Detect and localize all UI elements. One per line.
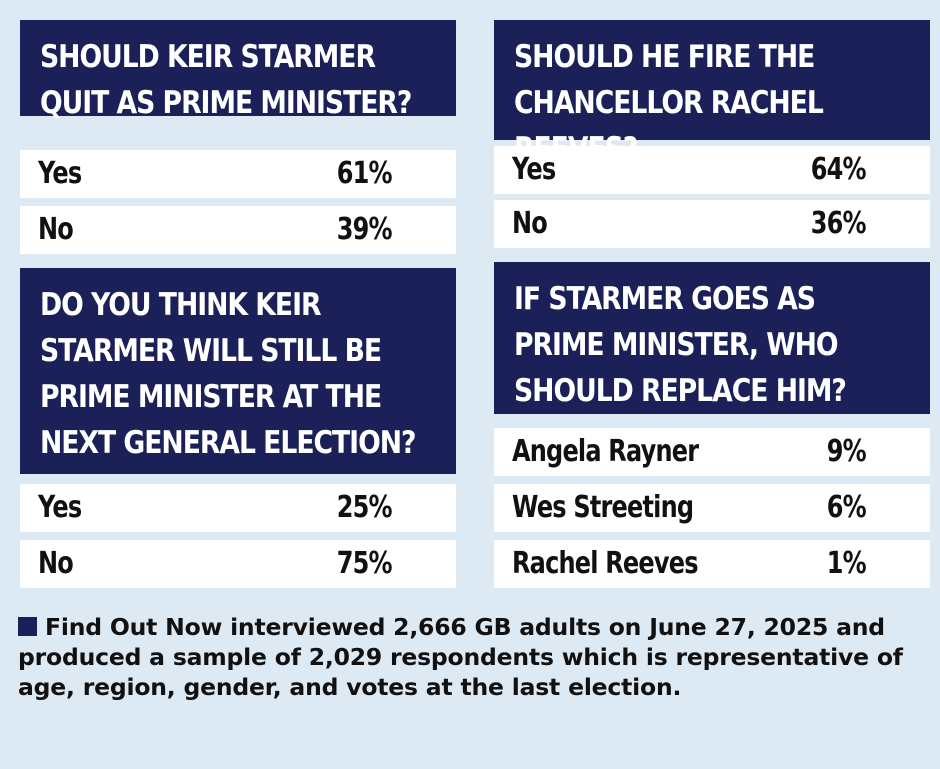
question-box: DO YOU THINK KEIR STARMER WILL STILL BE … [20,268,456,474]
answer-label: Rachel Reeves [512,546,699,581]
answer-label: Yes [38,156,82,191]
answer-label: No [38,546,74,581]
question-text: IF STARMER GOES AS PRIME MINISTER, WHO S… [514,281,847,409]
question-text: SHOULD HE FIRE THE CHANCELLOR RACHEL REE… [514,39,824,167]
answer-label: No [512,206,548,241]
answer-row-reeves: Rachel Reeves 1% [494,540,930,588]
answer-value: 64% [810,152,867,187]
answer-label: Angela Rayner [512,434,699,469]
answer-value: 6% [826,490,867,525]
answer-value: 1% [826,546,867,581]
answer-value: 61% [336,156,393,191]
question-text: SHOULD KEIR STARMER QUIT AS PRIME MINIST… [40,39,412,121]
answer-value: 39% [336,212,393,247]
answer-row-yes: Yes 61% [20,150,456,198]
question-box: SHOULD HE FIRE THE CHANCELLOR RACHEL REE… [494,20,930,167]
answer-row-rayner: Angela Rayner 9% [494,428,930,476]
answer-value: 25% [336,490,393,525]
question-box: IF STARMER GOES AS PRIME MINISTER, WHO S… [494,262,930,414]
answer-label: Wes Streeting [512,490,694,525]
footnote-text: Find Out Now interviewed 2,666 GB adults… [18,613,903,701]
square-bullet-icon [18,617,37,636]
poll-panel-next-election: DO YOU THINK KEIR STARMER WILL STILL BE … [20,268,456,588]
question-box: SHOULD KEIR STARMER QUIT AS PRIME MINIST… [20,20,456,121]
methodology-footnote: Find Out Now interviewed 2,666 GB adults… [18,612,928,702]
answer-label: No [38,212,74,247]
question-text: DO YOU THINK KEIR STARMER WILL STILL BE … [40,287,416,461]
answer-label: Yes [512,152,556,187]
answer-label: Yes [38,490,82,525]
answer-row-no: No 36% [494,200,930,248]
answer-row-yes: Yes 25% [20,484,456,532]
answer-value: 9% [826,434,867,469]
answer-value: 75% [336,546,393,581]
answer-row-yes: Yes 64% [494,146,930,194]
answer-row-no: No 39% [20,206,456,254]
poll-panel-replacement: IF STARMER GOES AS PRIME MINISTER, WHO S… [494,262,930,588]
answer-row-streeting: Wes Streeting 6% [494,484,930,532]
poll-panel-fire-chancellor: SHOULD HE FIRE THE CHANCELLOR RACHEL REE… [494,20,930,248]
poll-panel-quit: SHOULD KEIR STARMER QUIT AS PRIME MINIST… [20,20,456,254]
answer-value: 36% [810,206,867,241]
answer-row-no: No 75% [20,540,456,588]
